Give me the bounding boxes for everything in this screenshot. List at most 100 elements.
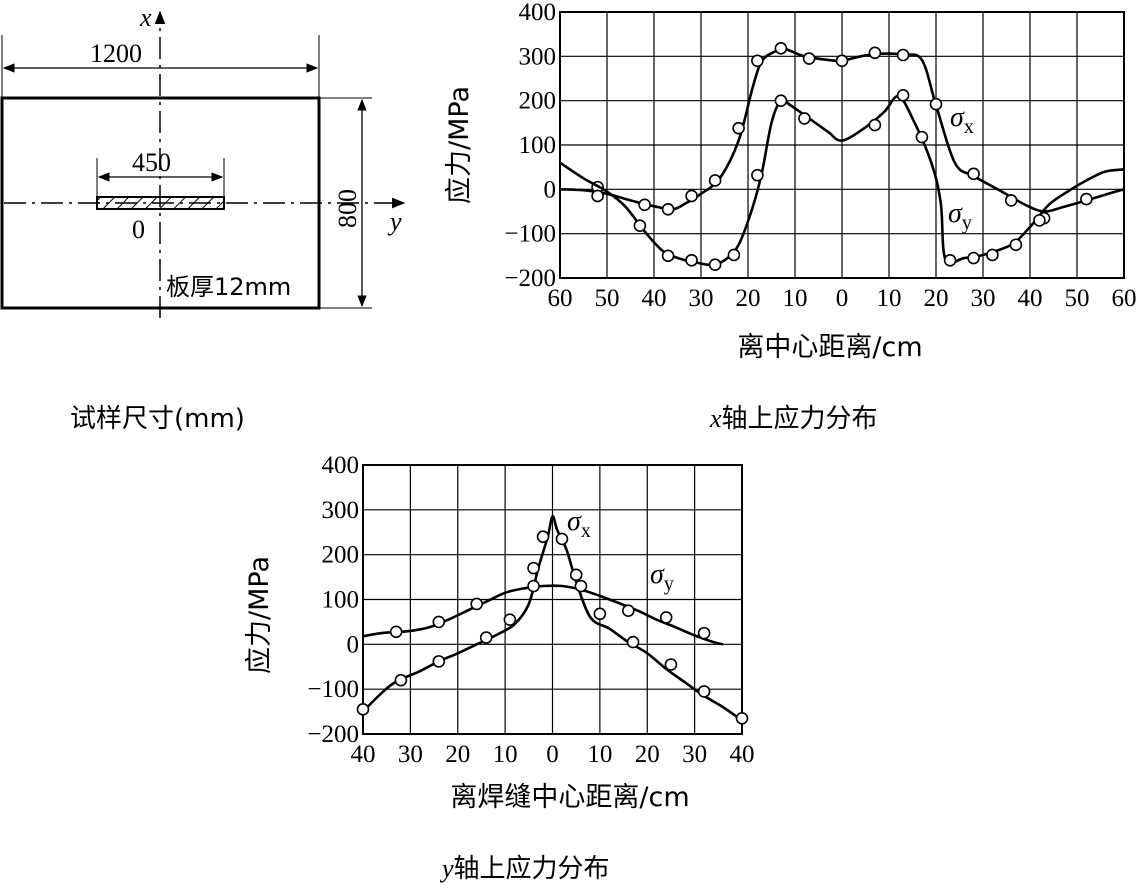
- y-chart-ytick-label: 200: [322, 542, 360, 569]
- y-chart-sigma-x-point: [735, 712, 749, 725]
- x-chart-sigma-y-point: [685, 253, 698, 267]
- x-chart-sigma-y-point: [798, 112, 811, 125]
- x-chart-sigma-y-point: [896, 89, 910, 102]
- y-chart-sigma-x-point: [503, 613, 517, 626]
- y-chart-sigma-x-point: [569, 568, 583, 582]
- y-chart-xtick-label: 30: [682, 741, 707, 768]
- x-chart-sigma-x-label: σx: [950, 102, 974, 138]
- y-chart-sigma-y-point: [527, 579, 540, 593]
- y-chart-ytick-label: 400: [322, 452, 360, 479]
- x-chart-ytick-label: −200: [504, 265, 556, 292]
- x-axis-chart-caption-text: 轴上应力分布: [721, 404, 878, 434]
- y-chart-xtick-label: 0: [546, 741, 559, 768]
- x-chart-sigma-x-point: [929, 97, 943, 111]
- x-chart-xtick-label: 40: [1018, 285, 1043, 312]
- y-chart-xtick-label: 30: [398, 741, 423, 768]
- y-chart-sigma-y-point: [389, 625, 403, 639]
- y-chart-sigma-y-point: [470, 597, 484, 611]
- y-chart-sigma-y-point: [659, 611, 673, 624]
- y-chart-sigma-x-point: [626, 635, 640, 649]
- x-chart-sigma-x-point: [835, 54, 849, 68]
- x-chart-xtick-label: 20: [924, 285, 949, 312]
- y-chart-xtick-label: 10: [587, 741, 612, 768]
- x-chart-sigma-y-point: [1033, 214, 1046, 227]
- y-chart-y-axis-title: 应力/MPa: [244, 556, 275, 674]
- x-chart-ytick-label: 300: [519, 43, 557, 70]
- y-chart-sigma-y-point: [574, 579, 588, 593]
- x-chart-sigma-y-point: [751, 168, 764, 182]
- x-chart-xtick-label: 0: [836, 285, 849, 312]
- x-chart-sigma-y-label: σy: [948, 198, 972, 234]
- y-chart-sigma-y-point: [432, 615, 446, 629]
- y-chart-sigma-x-point: [432, 655, 446, 668]
- x-chart-xtick-label: 10: [783, 285, 808, 312]
- y-axis-stress-chart: 40 30 20 10 0 10 20 30 404003002001000−100−200离焊…: [244, 452, 755, 813]
- x-chart-sigma-y-point: [1009, 238, 1023, 252]
- x-chart-sigma-x-point: [751, 54, 764, 68]
- y-chart-sigma-y-label: σy: [650, 559, 674, 595]
- x-axis-chart-caption-var: x: [710, 404, 722, 433]
- x-chart-sigma-x-point: [967, 167, 980, 181]
- specimen-x-axis-label: x: [139, 3, 152, 32]
- x-chart-sigma-y-point: [986, 248, 999, 262]
- y-chart-sigma-x-point: [555, 532, 569, 546]
- y-chart-sigma-x-point: [356, 703, 370, 716]
- x-chart-sigma-x-point: [1004, 194, 1018, 207]
- x-chart-sigma-y-point: [591, 189, 604, 203]
- y-chart-sigma-y-point: [621, 604, 635, 618]
- y-chart-xtick-label: 40: [730, 741, 755, 768]
- y-chart-xtick-label: 40: [351, 741, 376, 768]
- y-chart-ytick-label: −200: [307, 721, 359, 748]
- specimen-diagram: x y 1200 800 450 0 板厚12mm: [0, 3, 406, 318]
- x-chart-xtick-label: 10: [877, 285, 902, 312]
- x-chart-sigma-y-point: [868, 118, 882, 132]
- x-chart-sigma-x-point: [708, 174, 722, 187]
- x-chart-ytick-label: 400: [519, 0, 557, 26]
- x-chart-sigma-x-point: [868, 46, 882, 60]
- y-chart-sigma-x-point: [593, 607, 607, 621]
- weld-length-label: 450: [132, 148, 171, 177]
- y-axis-chart-caption-var: y: [442, 854, 454, 883]
- y-chart-ytick-label: 100: [322, 587, 360, 614]
- x-chart-sigma-y-point: [633, 219, 647, 232]
- y-chart-sigma-y-line: [362, 584, 724, 646]
- x-chart-sigma-x-point: [685, 189, 698, 203]
- y-chart-ytick-label: −100: [307, 676, 359, 703]
- y-chart-sigma-x-point: [536, 530, 550, 544]
- x-chart-xtick-label: 60: [548, 285, 573, 312]
- x-chart-sigma-x-point: [661, 202, 675, 216]
- x-chart-sigma-y-point: [774, 94, 788, 107]
- y-chart-xtick-label: 20: [635, 741, 660, 768]
- x-chart-sigma-y-point: [967, 251, 980, 265]
- x-chart-sigma-x-point: [896, 48, 910, 62]
- x-chart-xtick-label: 20: [736, 285, 761, 312]
- origin-label: 0: [132, 215, 145, 244]
- y-chart-sigma-x-label: σx: [567, 506, 591, 542]
- x-chart-sigma-x-point: [1080, 192, 1093, 206]
- x-chart-sigma-x-point: [774, 42, 788, 55]
- x-chart-xtick-label: 60: [1112, 285, 1137, 312]
- x-chart-sigma-x-point: [638, 198, 651, 212]
- y-chart-xtick-label: 10: [493, 741, 518, 768]
- x-chart-sigma-y-point: [708, 258, 722, 272]
- y-chart-xtick-label: 20: [445, 741, 470, 768]
- y-chart-sigma-x-point: [664, 658, 678, 671]
- y-chart-sigma-x-point: [479, 631, 493, 644]
- y-chart-sigma-x-line: [362, 515, 743, 722]
- y-chart-sigma-y-point: [697, 626, 711, 640]
- y-chart-x-axis-title: 离焊缝中心距离/cm: [450, 782, 689, 813]
- x-chart-xtick-label: 50: [1065, 285, 1090, 312]
- y-axis-chart-caption: y轴上应力分布: [442, 848, 610, 885]
- x-chart-y-axis-title: 应力/MPa: [444, 86, 475, 204]
- x-axis-chart-caption: x轴上应力分布: [710, 398, 878, 435]
- weld-bead: [96, 196, 225, 210]
- x-chart-ytick-label: −100: [504, 221, 556, 248]
- x-chart-plot-frame: [559, 11, 1125, 279]
- y-chart-sigma-x-point: [394, 673, 408, 687]
- x-axis-stress-chart: 60 50 40 30 20 10 0 10 20 30 40 50 604003002001000−1…: [444, 0, 1137, 363]
- x-chart-xtick-label: 30: [689, 285, 714, 312]
- x-chart-ytick-label: 200: [519, 88, 557, 115]
- y-chart-sigma-x-point: [527, 561, 540, 575]
- x-chart-ytick-label: 100: [519, 132, 557, 159]
